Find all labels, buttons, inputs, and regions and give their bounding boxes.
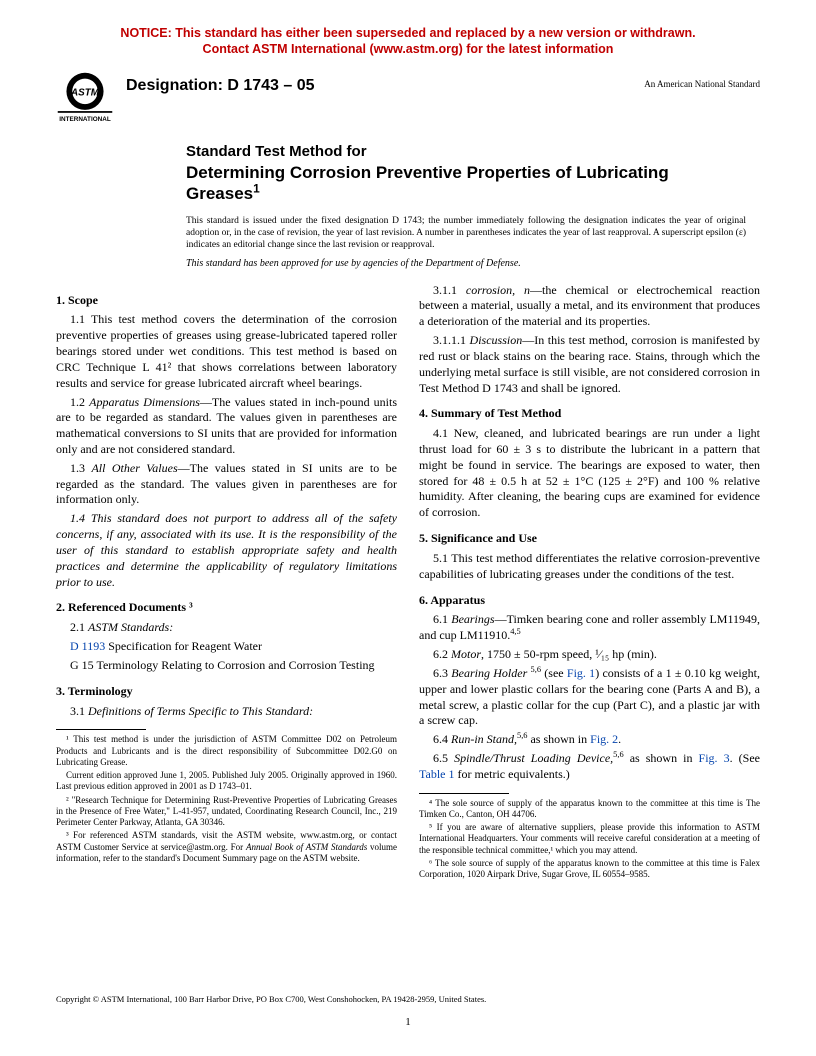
section-5-head: 5. Significance and Use	[419, 531, 760, 547]
para-1-4: 1.4 This standard does not purport to ad…	[56, 511, 397, 590]
para-6-5: 6.5 Spindle/Thrust Loading Device,5,6 as…	[419, 751, 760, 783]
header-row: ASTM INTERNATIONAL Designation: D 1743 –…	[56, 67, 760, 125]
para-3-1: 3.1 Definitions of Terms Specific to Thi…	[56, 704, 397, 720]
para-4-1: 4.1 New, cleaned, and lubricated bearing…	[419, 426, 760, 521]
title-block: Standard Test Method for Determining Cor…	[186, 143, 746, 204]
copyright-line: Copyright © ASTM International, 100 Barr…	[56, 994, 486, 1004]
notice-banner: NOTICE: This standard has either been su…	[56, 26, 760, 57]
link-table1[interactable]: Table 1	[419, 767, 454, 781]
para-6-1: 6.1 Bearings—Timken bearing cone and rol…	[419, 612, 760, 644]
section-4-head: 4. Summary of Test Method	[419, 406, 760, 422]
footnote-3: ³ For referenced ASTM standards, visit t…	[56, 830, 397, 864]
para-6-3: 6.3 Bearing Holder 5,6 (see Fig. 1) cons…	[419, 666, 760, 729]
section-1-head: 1. Scope	[56, 293, 397, 309]
issuance-note: This standard is issued under the fixed …	[186, 215, 746, 252]
para-3-1-1-1: 3.1.1.1 Discussion—In this test method, …	[419, 333, 760, 396]
footnote-rule-left	[56, 729, 146, 730]
section-3-head: 3. Terminology	[56, 684, 397, 700]
footnote-2: ² "Research Technique for Determining Ru…	[56, 795, 397, 829]
link-fig2[interactable]: Fig. 2	[590, 732, 618, 746]
title-sup: 1	[253, 182, 260, 196]
section-2-head: 2. Referenced Documents ³	[56, 600, 397, 616]
notice-line1: NOTICE: This standard has either been su…	[120, 26, 695, 40]
para-2-1: 2.1 ASTM Standards:	[56, 620, 397, 636]
designation-label: Designation: D 1743 – 05	[126, 77, 315, 95]
para-1-3: 1.3 All Other Values—The values stated i…	[56, 461, 397, 508]
astm-logo: ASTM INTERNATIONAL	[56, 67, 114, 125]
svg-text:INTERNATIONAL: INTERNATIONAL	[59, 116, 111, 123]
svg-text:ASTM: ASTM	[70, 88, 100, 99]
link-d1193[interactable]: D 1193	[70, 639, 105, 653]
footnote-5: ⁵ If you are aware of alternative suppli…	[419, 822, 760, 856]
para-1-2: 1.2 Apparatus Dimensions—The values stat…	[56, 395, 397, 458]
footnote-6: ⁶ The sole source of supply of the appar…	[419, 858, 760, 881]
footnote-rule-right	[419, 793, 509, 794]
title-main: Determining Corrosion Preventive Propert…	[186, 162, 746, 205]
footnote-4: ⁴ The sole source of supply of the appar…	[419, 798, 760, 821]
para-6-2: 6.2 Motor, 1750 ± 50-rpm speed, ¹⁄₁₅ hp …	[419, 647, 760, 663]
page-number: 1	[0, 1016, 816, 1028]
national-standard-note: An American National Standard	[644, 79, 760, 89]
page-container: NOTICE: This standard has either been su…	[0, 0, 816, 912]
section-6-head: 6. Apparatus	[419, 593, 760, 609]
para-1-1: 1.1 This test method covers the determin…	[56, 312, 397, 391]
link-fig3[interactable]: Fig. 3	[699, 751, 730, 765]
title-lead: Standard Test Method for	[186, 143, 746, 162]
para-6-4: 6.4 Run-in Stand,5,6 as shown in Fig. 2.	[419, 732, 760, 748]
para-5-1: 5.1 This test method differentiates the …	[419, 551, 760, 583]
link-fig1[interactable]: Fig. 1	[567, 666, 595, 680]
notice-line2: Contact ASTM International (www.astm.org…	[203, 42, 614, 56]
body-columns: 1. Scope 1.1 This test method covers the…	[56, 283, 760, 883]
footnotes-left: ¹ This test method is under the jurisdic…	[56, 734, 397, 864]
dod-note: This standard has been approved for use …	[186, 258, 746, 269]
footnotes-right: ⁴ The sole source of supply of the appar…	[419, 798, 760, 881]
para-3-1-1: 3.1.1 corrosion, n—the chemical or elect…	[419, 283, 760, 330]
ref-d1193: D 1193 Specification for Reagent Water	[56, 639, 397, 655]
footnote-1a: ¹ This test method is under the jurisdic…	[56, 734, 397, 768]
ref-g15: G 15 Terminology Relating to Corrosion a…	[56, 658, 397, 674]
footnote-1b: Current edition approved June 1, 2005. P…	[56, 770, 397, 793]
